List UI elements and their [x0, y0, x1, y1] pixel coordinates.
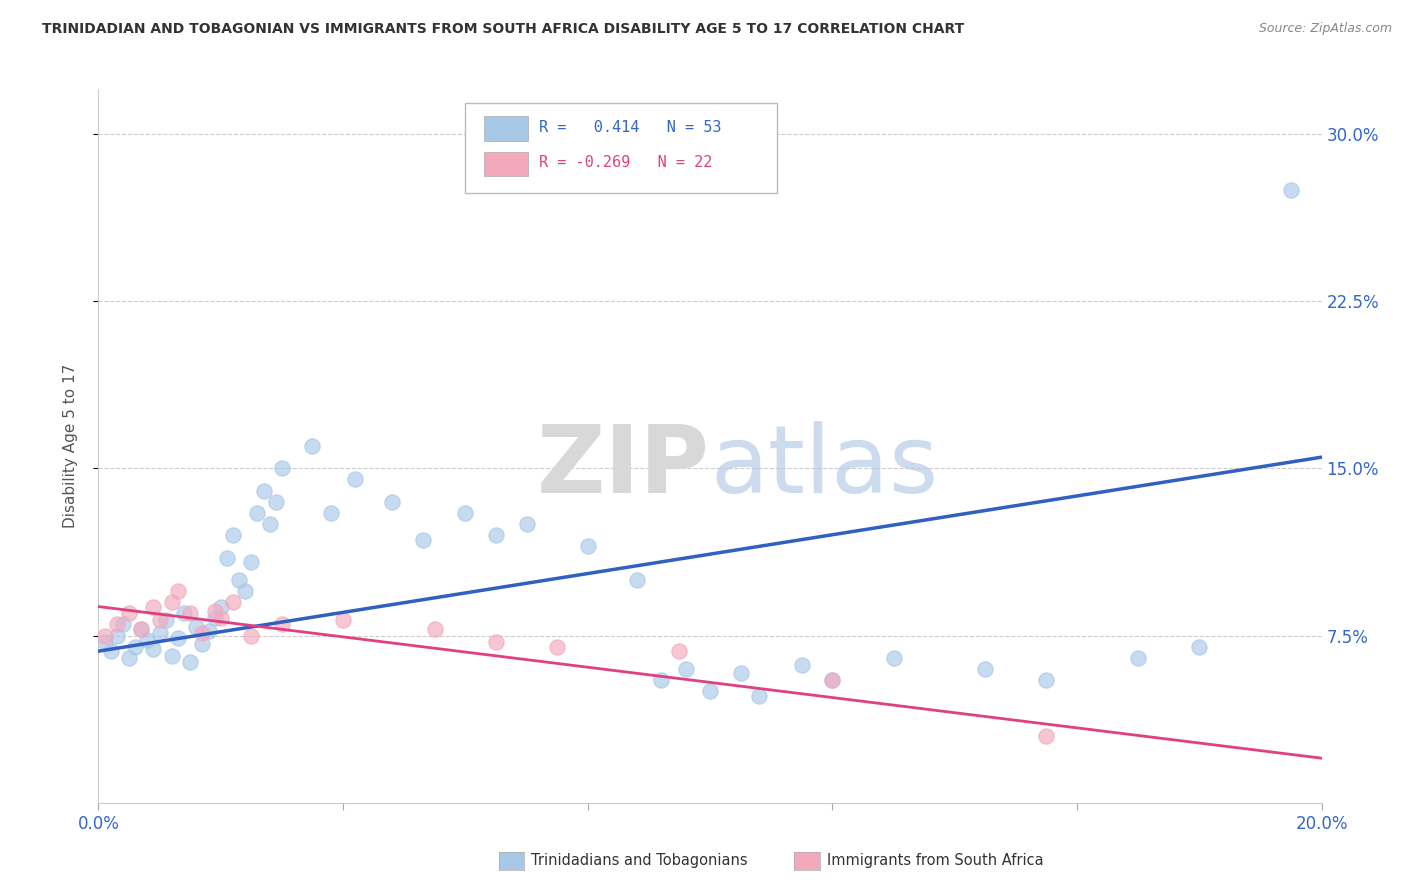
Point — [149, 613, 172, 627]
Point — [1035, 673, 1057, 687]
Text: Source: ZipAtlas.com: Source: ZipAtlas.com — [1258, 22, 1392, 36]
Point — [118, 607, 141, 621]
Point — [222, 595, 245, 609]
Point — [699, 684, 721, 698]
Point — [93, 635, 115, 649]
Text: R = -0.269   N = 22: R = -0.269 N = 22 — [538, 155, 713, 170]
Point — [111, 617, 134, 632]
Point — [142, 642, 165, 657]
Point — [412, 533, 434, 547]
Point — [1279, 182, 1302, 196]
Point — [105, 617, 128, 632]
Point — [485, 528, 508, 542]
Point — [1188, 640, 1211, 654]
Point — [124, 640, 146, 654]
Text: R =   0.414   N = 53: R = 0.414 N = 53 — [538, 120, 721, 135]
Point — [576, 539, 599, 553]
Point — [215, 550, 238, 565]
Point — [675, 662, 697, 676]
Point — [100, 644, 122, 658]
Point — [173, 607, 195, 621]
Y-axis label: Disability Age 5 to 17: Disability Age 5 to 17 — [63, 364, 77, 528]
Point — [1128, 651, 1150, 665]
Point — [454, 506, 477, 520]
Point — [209, 599, 232, 614]
Point — [93, 628, 115, 642]
Point — [883, 651, 905, 665]
Point — [319, 506, 342, 520]
Point — [167, 583, 190, 598]
Point — [167, 631, 190, 645]
Point — [186, 619, 208, 633]
Point — [546, 640, 568, 654]
Point — [228, 573, 250, 587]
Point — [1035, 729, 1057, 743]
Point — [301, 439, 323, 453]
Point — [821, 673, 844, 687]
FancyBboxPatch shape — [484, 116, 527, 141]
FancyBboxPatch shape — [484, 152, 527, 177]
Point — [197, 624, 219, 639]
Point — [160, 648, 183, 663]
Point — [650, 673, 672, 687]
Point — [516, 517, 538, 532]
Text: TRINIDADIAN AND TOBAGONIAN VS IMMIGRANTS FROM SOUTH AFRICA DISABILITY AGE 5 TO 1: TRINIDADIAN AND TOBAGONIAN VS IMMIGRANTS… — [42, 22, 965, 37]
Point — [209, 610, 232, 624]
Point — [136, 633, 159, 648]
Point — [730, 666, 752, 681]
Point — [259, 517, 281, 532]
Point — [129, 622, 152, 636]
Point — [332, 613, 354, 627]
Point — [155, 613, 177, 627]
Point — [790, 657, 813, 672]
Point — [246, 506, 269, 520]
Point — [129, 622, 152, 636]
Text: Immigrants from South Africa: Immigrants from South Africa — [827, 854, 1043, 868]
Point — [118, 651, 141, 665]
Point — [222, 528, 245, 542]
Point — [381, 494, 404, 508]
Text: ZIP: ZIP — [537, 421, 710, 514]
Point — [626, 573, 648, 587]
Point — [264, 494, 287, 508]
Point — [179, 607, 201, 621]
Point — [344, 473, 367, 487]
Point — [240, 555, 263, 569]
Point — [204, 610, 226, 624]
Point — [485, 635, 508, 649]
Point — [270, 617, 292, 632]
Point — [821, 673, 844, 687]
Point — [142, 599, 165, 614]
Point — [191, 637, 214, 651]
Point — [668, 644, 690, 658]
FancyBboxPatch shape — [465, 103, 778, 193]
Point — [974, 662, 997, 676]
Point — [191, 626, 214, 640]
Point — [240, 628, 263, 642]
Point — [179, 655, 201, 669]
Point — [204, 604, 226, 618]
Text: atlas: atlas — [710, 421, 938, 514]
Text: Trinidadians and Tobagonians: Trinidadians and Tobagonians — [531, 854, 748, 868]
Point — [160, 595, 183, 609]
Point — [105, 628, 128, 642]
Point — [270, 461, 292, 475]
Point — [233, 583, 256, 598]
Point — [149, 626, 172, 640]
Point — [748, 689, 770, 703]
Point — [252, 483, 274, 498]
Point — [423, 622, 446, 636]
